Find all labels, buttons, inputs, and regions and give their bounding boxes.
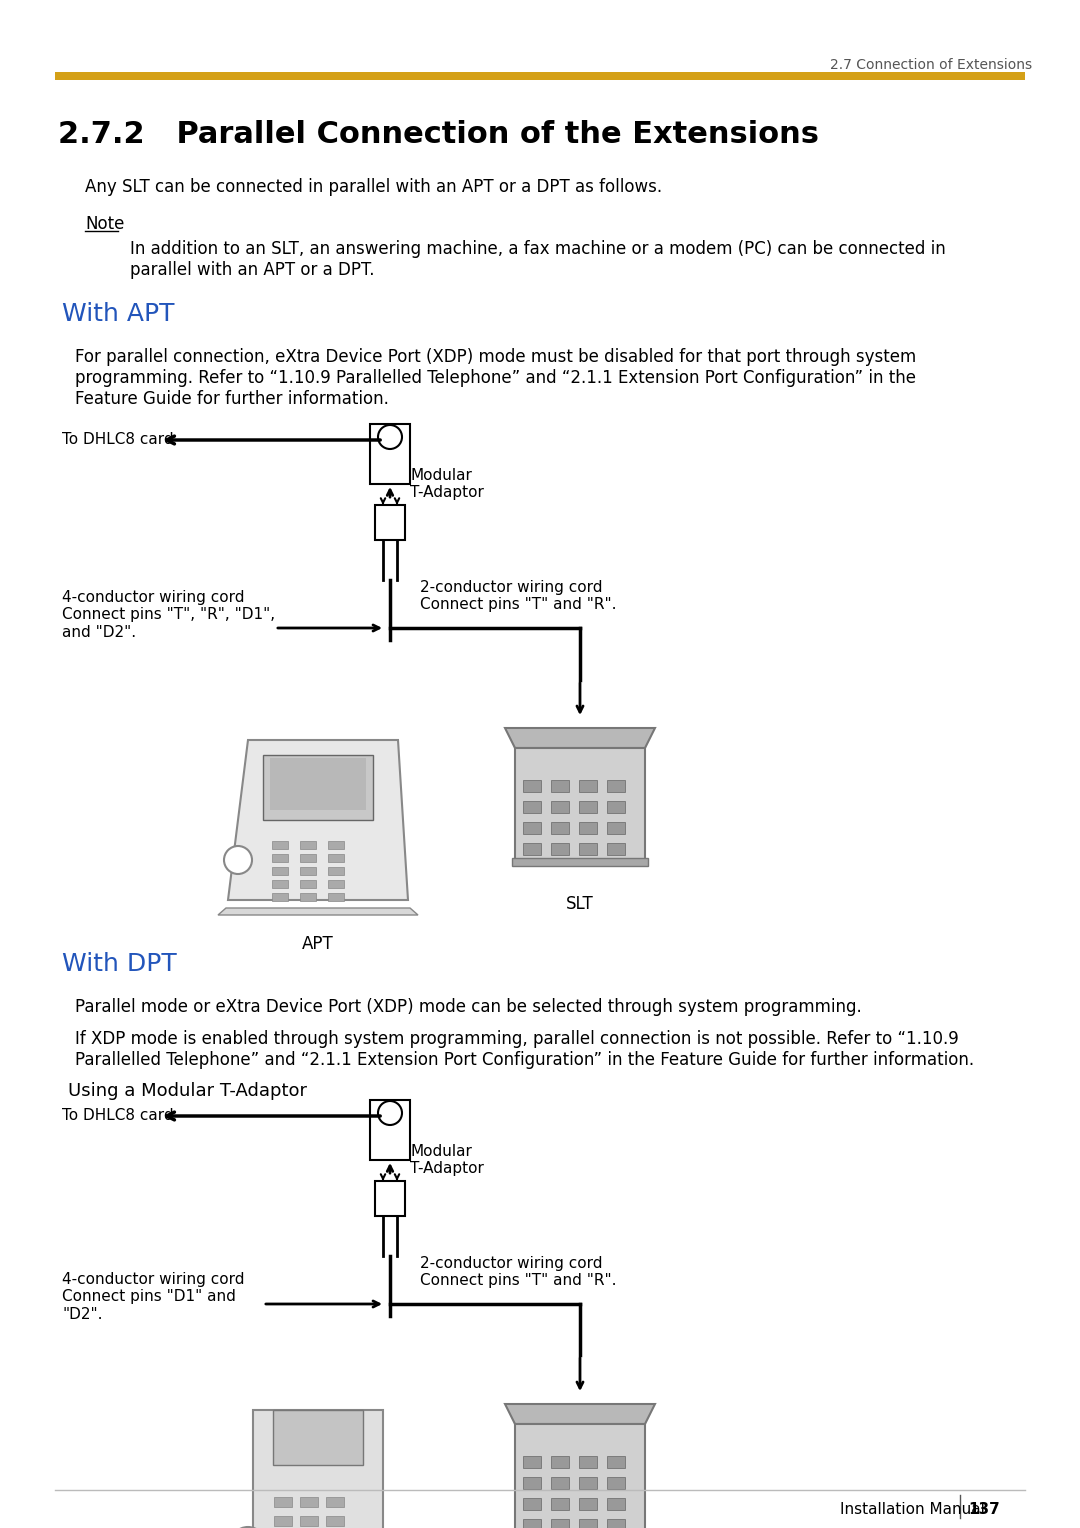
Bar	[607, 1519, 625, 1528]
Bar	[370, 1100, 410, 1160]
Bar	[607, 822, 625, 834]
Bar	[523, 779, 541, 792]
Text: Note: Note	[85, 215, 124, 232]
Bar	[607, 1497, 625, 1510]
Bar	[523, 1478, 541, 1488]
Bar	[579, 1497, 597, 1510]
Bar	[55, 72, 1025, 79]
Text: APT: APT	[302, 935, 334, 953]
Bar	[270, 758, 366, 810]
Text: 2-conductor wiring cord
Connect pins "T" and "R".: 2-conductor wiring cord Connect pins "T"…	[420, 581, 617, 613]
Polygon shape	[218, 908, 418, 915]
Text: If XDP mode is enabled through system programming, parallel connection is not po: If XDP mode is enabled through system pr…	[75, 1030, 974, 1068]
Text: Installation Manual: Installation Manual	[840, 1502, 985, 1517]
Bar	[515, 1424, 645, 1528]
Bar	[300, 880, 316, 888]
Bar	[328, 840, 345, 850]
Bar	[375, 1181, 405, 1216]
Bar	[300, 1516, 318, 1526]
Bar	[375, 504, 405, 539]
Text: For parallel connection, eXtra Device Port (XDP) mode must be disabled for that : For parallel connection, eXtra Device Po…	[75, 348, 916, 408]
Text: Parallel mode or eXtra Device Port (XDP) mode can be selected through system pro: Parallel mode or eXtra Device Port (XDP)…	[75, 998, 862, 1016]
Circle shape	[378, 425, 402, 449]
Bar	[326, 1497, 345, 1507]
Polygon shape	[505, 1404, 654, 1424]
Bar	[579, 843, 597, 856]
Bar	[551, 779, 569, 792]
Text: With DPT: With DPT	[62, 952, 177, 976]
Bar	[264, 755, 373, 821]
Bar	[551, 1519, 569, 1528]
Bar	[551, 1456, 569, 1468]
Text: SLT: SLT	[566, 895, 594, 914]
Text: In addition to an SLT, an answering machine, a fax machine or a modem (PC) can b: In addition to an SLT, an answering mach…	[130, 240, 946, 278]
Text: 4-conductor wiring cord
Connect pins "T", "R", "D1",
and "D2".: 4-conductor wiring cord Connect pins "T"…	[62, 590, 275, 640]
Bar	[328, 866, 345, 876]
Bar	[551, 822, 569, 834]
Bar	[515, 749, 645, 863]
Bar	[523, 1519, 541, 1528]
Text: 2-conductor wiring cord
Connect pins "T" and "R".: 2-conductor wiring cord Connect pins "T"…	[420, 1256, 617, 1288]
Bar	[272, 892, 288, 902]
Bar	[273, 1410, 363, 1465]
Circle shape	[378, 1102, 402, 1125]
Bar	[607, 779, 625, 792]
Bar	[300, 854, 316, 862]
Text: To DHLC8 card: To DHLC8 card	[62, 432, 174, 448]
Text: Modular
T-Adaptor: Modular T-Adaptor	[410, 1144, 484, 1177]
Bar	[523, 801, 541, 813]
Bar	[607, 1478, 625, 1488]
Bar	[579, 801, 597, 813]
Bar	[579, 822, 597, 834]
Text: 2.7.2   Parallel Connection of the Extensions: 2.7.2 Parallel Connection of the Extensi…	[58, 121, 819, 150]
Circle shape	[224, 847, 252, 874]
Bar	[523, 822, 541, 834]
Text: 4-conductor wiring cord
Connect pins "D1" and
"D2".: 4-conductor wiring cord Connect pins "D1…	[62, 1271, 244, 1322]
Bar	[370, 423, 410, 484]
Bar	[326, 1516, 345, 1526]
Bar	[607, 1456, 625, 1468]
Bar	[272, 880, 288, 888]
Bar	[551, 1497, 569, 1510]
Bar	[523, 1497, 541, 1510]
Bar	[523, 843, 541, 856]
Text: Using a Modular T-Adaptor: Using a Modular T-Adaptor	[68, 1082, 307, 1100]
Bar	[300, 1497, 318, 1507]
Bar	[272, 866, 288, 876]
Bar	[607, 843, 625, 856]
Bar	[579, 1519, 597, 1528]
Bar	[551, 1478, 569, 1488]
Bar	[512, 859, 648, 866]
Bar	[274, 1516, 292, 1526]
Text: Modular
T-Adaptor: Modular T-Adaptor	[410, 468, 484, 500]
Text: 137: 137	[968, 1502, 1000, 1517]
Text: With APT: With APT	[62, 303, 175, 325]
Text: 2.7 Connection of Extensions: 2.7 Connection of Extensions	[831, 58, 1032, 72]
Bar	[272, 854, 288, 862]
Bar	[579, 779, 597, 792]
Bar	[551, 801, 569, 813]
Polygon shape	[228, 740, 408, 900]
Bar	[300, 892, 316, 902]
Bar	[253, 1410, 383, 1528]
Text: Any SLT can be connected in parallel with an APT or a DPT as follows.: Any SLT can be connected in parallel wit…	[85, 177, 662, 196]
Bar	[328, 880, 345, 888]
Bar	[579, 1456, 597, 1468]
Bar	[607, 801, 625, 813]
Polygon shape	[505, 727, 654, 749]
Bar	[328, 892, 345, 902]
Bar	[272, 840, 288, 850]
Bar	[328, 854, 345, 862]
Bar	[523, 1456, 541, 1468]
Bar	[300, 840, 316, 850]
Bar	[579, 1478, 597, 1488]
Text: To DHLC8 card: To DHLC8 card	[62, 1108, 174, 1123]
Bar	[551, 843, 569, 856]
Bar	[274, 1497, 292, 1507]
Bar	[300, 866, 316, 876]
